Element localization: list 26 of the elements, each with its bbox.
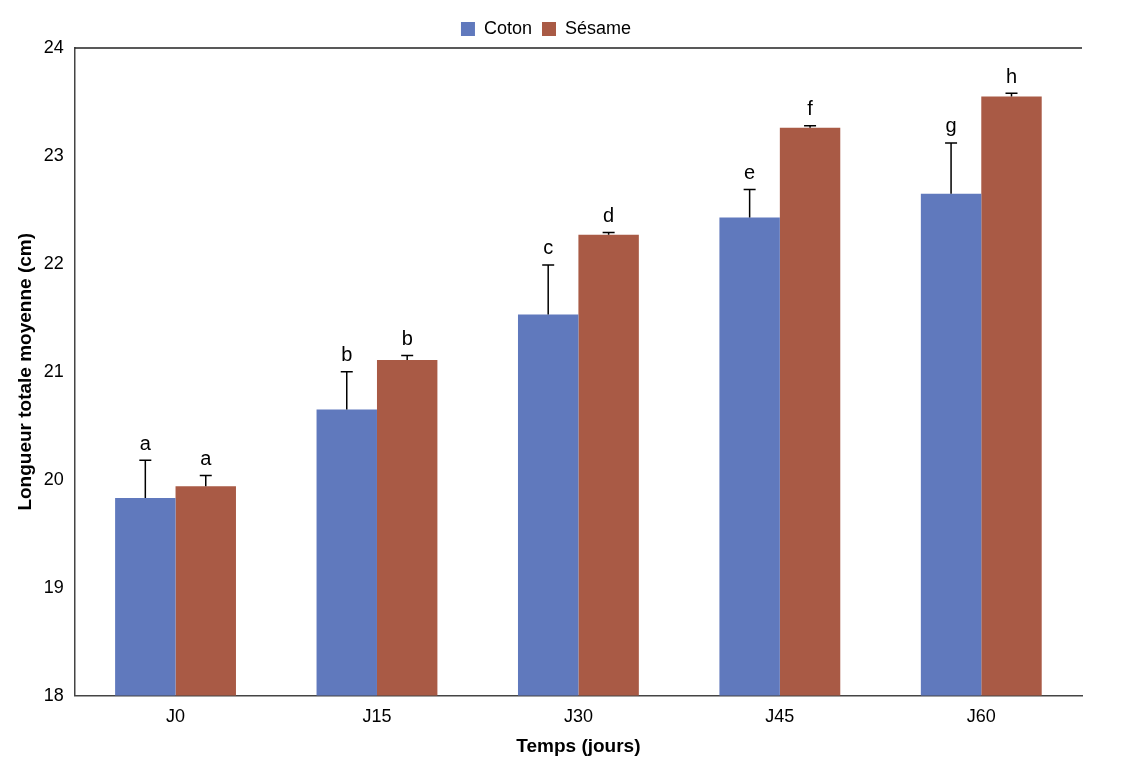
data-label: a	[139, 431, 152, 454]
y-tick-label: 24	[43, 36, 64, 57]
data-label: a	[200, 446, 213, 469]
y-tick-label: 18	[43, 684, 64, 705]
y-tick-label: 22	[43, 252, 64, 273]
data-label: d	[603, 204, 615, 227]
data-label: g	[945, 114, 957, 137]
y-tick-label: 21	[43, 360, 64, 381]
data-label: f	[807, 97, 814, 120]
data-label: h	[1005, 64, 1018, 87]
x-tick-label: J0	[166, 706, 186, 727]
y-tick-label: 19	[43, 576, 64, 597]
y-axis-title: Longueur totale moyenne (cm)	[13, 232, 35, 511]
legend-label: Sésame	[565, 17, 632, 38]
data-label: b	[401, 327, 413, 350]
data-label: c	[543, 236, 554, 259]
x-axis-title: Temps (jours)	[516, 734, 641, 756]
x-tick-label: J45	[765, 706, 795, 727]
legend-label: Coton	[483, 17, 533, 38]
x-tick-label: J30	[563, 706, 593, 727]
data-label: e	[744, 160, 756, 183]
x-tick-label: J15	[362, 706, 392, 727]
y-tick-label: 20	[43, 468, 64, 489]
y-tick-label: 23	[43, 144, 64, 165]
x-tick-label: J60	[966, 706, 996, 727]
data-label: b	[341, 343, 353, 366]
